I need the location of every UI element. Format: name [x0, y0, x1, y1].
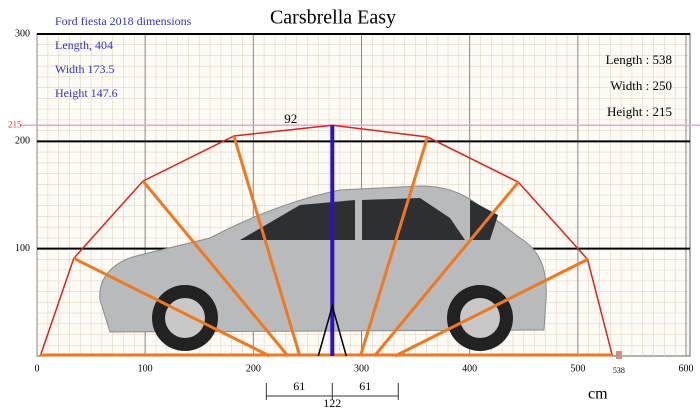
y-tick-label: 300: [15, 28, 30, 39]
rim: [460, 298, 500, 338]
pole-label: 92: [284, 111, 297, 126]
product-line: Height : 215: [607, 104, 672, 119]
dimension-right: 61: [359, 379, 371, 393]
rim: [165, 298, 205, 338]
stand: [317, 303, 348, 357]
rib: [394, 258, 589, 358]
product-line: Length : 538: [606, 52, 672, 67]
length-label: 538: [613, 366, 625, 375]
unit-label: cm: [588, 386, 608, 403]
rib: [73, 256, 271, 358]
product-line: Width : 250: [610, 78, 672, 93]
car-windows: [240, 198, 465, 240]
reference-line: Height 147.6: [55, 86, 118, 100]
x-tick-label: 300: [354, 363, 369, 374]
x-tick-label: 600: [679, 363, 694, 374]
umbrella: 92 61 61 122: [39, 111, 614, 410]
reference-line: Length, 404: [55, 38, 113, 52]
title: Carsbrella Easy: [270, 7, 396, 29]
x-tick-label: 100: [138, 363, 153, 374]
y-tick-label: 100: [15, 243, 30, 254]
x-tick-label: 200: [246, 363, 261, 374]
car: [99, 185, 547, 351]
rib: [358, 136, 429, 357]
rib: [141, 180, 290, 357]
x-tick-label: 0: [35, 363, 40, 374]
dimension-left: 61: [293, 379, 305, 393]
height-label: 215: [8, 119, 22, 129]
rib: [232, 135, 302, 357]
x-tick-label: 500: [570, 363, 585, 374]
dimension-total: 122: [323, 396, 341, 410]
x-tick-label: 400: [462, 363, 477, 374]
length-marker: [615, 351, 622, 359]
y-tick-label: 200: [15, 136, 30, 147]
rib: [373, 181, 520, 357]
reference-heading: Ford fiesta 2018 dimensions: [55, 14, 192, 28]
reference-line: Width 173.5: [55, 62, 115, 76]
